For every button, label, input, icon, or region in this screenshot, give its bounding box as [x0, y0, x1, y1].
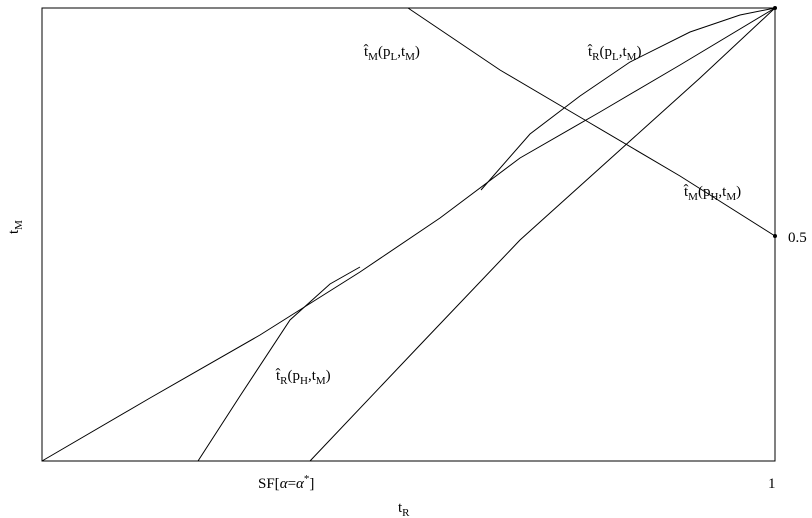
label-tm-pl-args: (p — [378, 44, 391, 60]
x-tick-label-sf: SF[α=α*] — [258, 473, 314, 492]
label-tm-pl-base: t̂ — [363, 44, 369, 60]
series-line-tr-ph — [197, 266, 361, 462]
series-line-diagonal — [41, 7, 776, 462]
y-axis-label: tM — [6, 220, 25, 234]
series-marker-end-half — [773, 234, 777, 238]
plot-frame — [41, 7, 776, 462]
label-tm-pl-tailsub: M — [405, 51, 415, 63]
x-tick-label-1: 1 — [768, 476, 776, 492]
label-tr-pl: t̂R(pL,tM) — [587, 44, 641, 63]
label-tm-pl-tail: ,t — [397, 44, 406, 60]
label-tr-ph: t̂R(pH,tM) — [275, 368, 331, 387]
series-line-tm-pl — [407, 7, 776, 237]
series-marker-end-top — [773, 6, 777, 10]
y-axis-label-group: tM — [6, 220, 25, 234]
x-axis-label: tR — [398, 500, 410, 518]
series-line-sf — [309, 7, 776, 462]
label-tm-pl-argsub: L — [390, 51, 397, 63]
label-tm-ph: t̂M(pH,tM) — [683, 184, 741, 203]
label-tm-pl-sub: M — [368, 51, 378, 63]
label-tm-pl: t̂M(pL,tM) — [363, 44, 420, 63]
series-line-tr-pl — [480, 7, 776, 191]
y-tick-label-0.5: 0.5 — [788, 230, 807, 246]
